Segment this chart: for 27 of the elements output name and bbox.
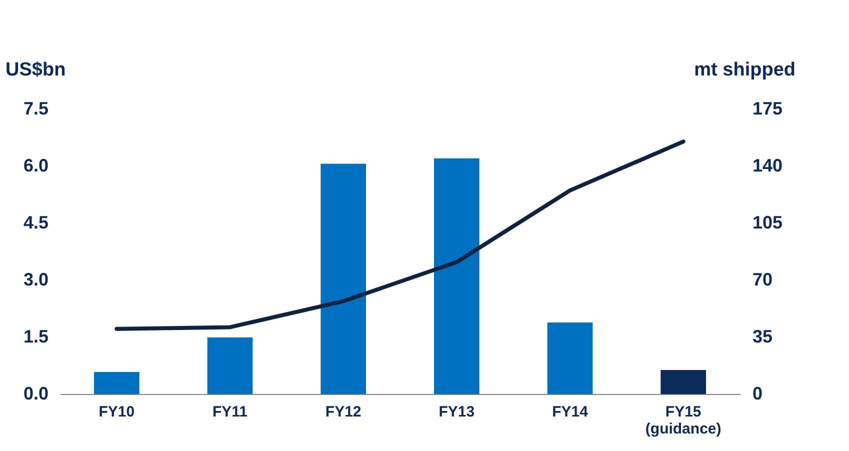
bar [94, 372, 140, 394]
y2-tick-label: 0 [752, 384, 763, 404]
y-tick-label: 4.5 [23, 212, 48, 232]
bar [547, 322, 593, 394]
y2-tick-label: 175 [752, 98, 783, 118]
y2-tick-label: 140 [752, 156, 783, 176]
y-tick-label: 1.5 [23, 326, 48, 346]
y2-tick-label: 35 [752, 326, 773, 346]
y-tick-label: 6.0 [23, 156, 48, 176]
y2-tick-label: 105 [752, 212, 783, 232]
y-tick-label: 7.5 [23, 98, 48, 118]
y-tick-label: 3.0 [23, 270, 48, 290]
bar [320, 164, 366, 394]
y2-tick-label: 70 [752, 270, 773, 290]
y-tick-label: 0.0 [23, 384, 48, 404]
x-tick-label: FY13 [438, 404, 475, 420]
x-tick-label: FY11 [212, 404, 248, 420]
x-tick-label: FY15 (guidance) [645, 404, 722, 438]
x-tick-label: FY10 [98, 404, 135, 420]
y2-axis-title: mt shipped [694, 60, 796, 80]
bar [660, 370, 706, 394]
bar [207, 337, 253, 394]
y-axis-title: US$bn [6, 60, 66, 80]
line-series [114, 140, 686, 331]
x-tick-label: FY12 [325, 404, 362, 420]
x-tick-label: FY14 [552, 404, 589, 420]
bar [434, 158, 480, 394]
